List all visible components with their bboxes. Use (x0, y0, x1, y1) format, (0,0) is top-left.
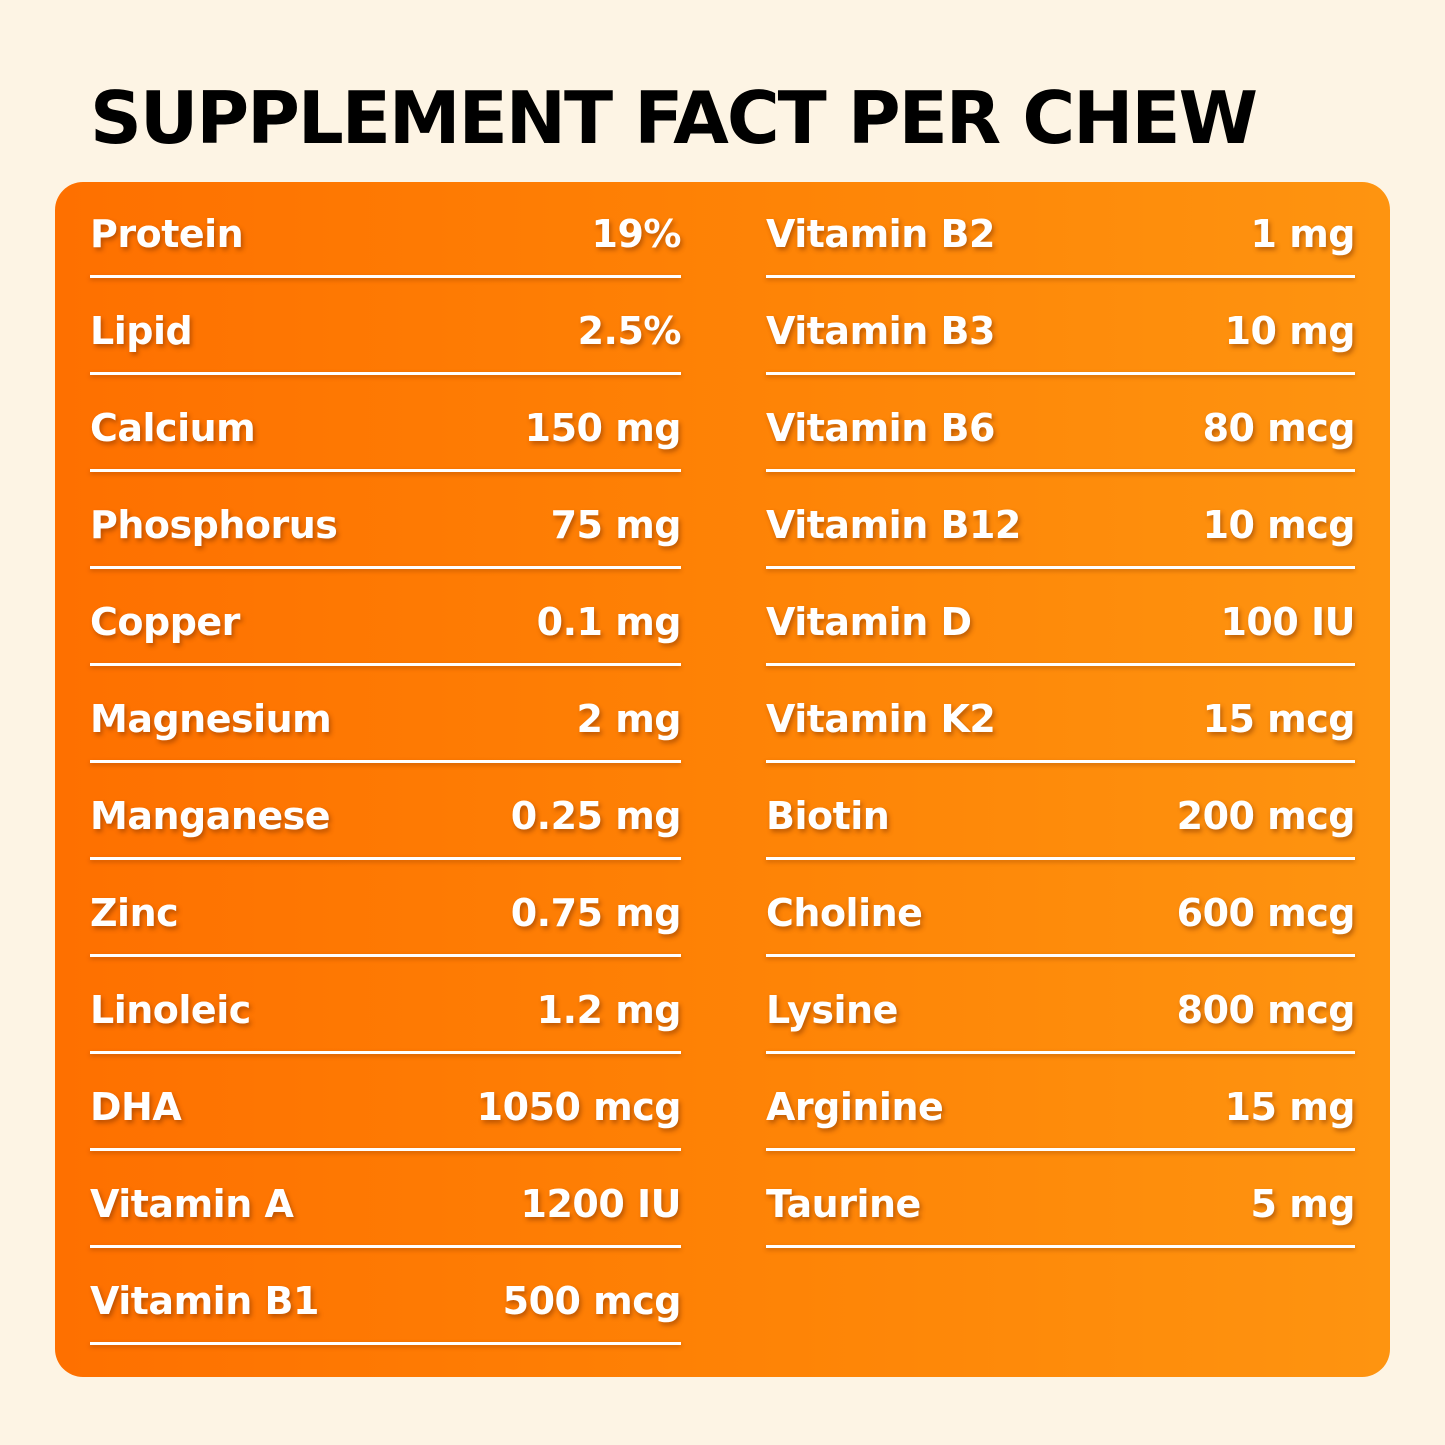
nutrient-amount: 100 IU (1220, 600, 1355, 644)
row-divider (766, 566, 1355, 569)
row-divider (766, 275, 1355, 278)
nutrient-amount: 1050 mcg (476, 1085, 682, 1129)
nutrient-amount: 0.75 mg (510, 891, 682, 935)
row-divider (90, 1051, 681, 1054)
page-title: SUPPLEMENT FACT PER CHEW (90, 76, 1258, 160)
nutrient-amount: 600 mcg (1176, 891, 1356, 935)
nutrient-name: Manganese (90, 794, 331, 838)
fact-row: Vitamin B1 500 mcg (90, 1277, 682, 1325)
fact-row: Vitamin B2 1 mg (766, 210, 1356, 258)
nutrient-name: Vitamin B3 (766, 309, 995, 353)
nutrient-name: Zinc (90, 891, 179, 935)
fact-row: Arginine 15 mg (766, 1083, 1356, 1131)
row-divider (766, 372, 1355, 375)
fact-row: Lysine 800 mcg (766, 986, 1356, 1034)
nutrient-amount: 200 mcg (1176, 794, 1356, 838)
row-divider (766, 760, 1355, 763)
nutrient-name: Biotin (766, 794, 890, 838)
nutrient-name: Copper (90, 600, 240, 644)
nutrient-name: DHA (90, 1085, 182, 1129)
row-divider (766, 1051, 1355, 1054)
row-divider (90, 663, 681, 666)
nutrient-amount: 15 mcg (1202, 697, 1356, 741)
nutrient-amount: 80 mcg (1202, 406, 1356, 450)
nutrient-name: Choline (766, 891, 923, 935)
row-divider (90, 760, 681, 763)
row-divider (766, 469, 1355, 472)
row-divider (766, 1245, 1355, 1248)
nutrient-name: Lipid (90, 309, 193, 353)
nutrient-amount: 10 mg (1224, 309, 1356, 353)
nutrient-amount: 2 mg (576, 697, 682, 741)
nutrient-name: Vitamin B12 (766, 503, 1021, 547)
supplement-facts-panel: Protein 19% Lipid 2.5% Calcium 150 mg Phosphor… (55, 182, 1390, 1377)
fact-row: Zinc 0.75 mg (90, 889, 682, 937)
nutrient-amount: 0.1 mg (536, 600, 682, 644)
row-divider (90, 469, 681, 472)
nutrient-amount: 10 mcg (1202, 503, 1356, 547)
fact-row: Linoleic 1.2 mg (90, 986, 682, 1034)
fact-row: Vitamin B12 10 mcg (766, 501, 1356, 549)
row-divider (766, 857, 1355, 860)
fact-row: Calcium 150 mg (90, 404, 682, 452)
nutrient-amount: 2.5% (577, 309, 682, 353)
fact-row: Manganese 0.25 mg (90, 792, 682, 840)
row-divider (90, 1245, 681, 1248)
nutrient-amount: 0.25 mg (510, 794, 682, 838)
nutrient-name: Arginine (766, 1085, 944, 1129)
nutrient-name: Phosphorus (90, 503, 338, 547)
row-divider (90, 275, 681, 278)
row-divider (90, 372, 681, 375)
fact-row: Phosphorus 75 mg (90, 501, 682, 549)
nutrient-amount: 19% (591, 212, 682, 256)
nutrient-name: Calcium (90, 406, 256, 450)
nutrient-amount: 15 mg (1224, 1085, 1356, 1129)
fact-row: DHA 1050 mcg (90, 1083, 682, 1131)
fact-row: Vitamin A 1200 IU (90, 1180, 681, 1228)
nutrient-name: Linoleic (90, 988, 251, 1032)
nutrient-name: Vitamin B1 (90, 1279, 319, 1323)
nutrient-amount: 800 mcg (1176, 988, 1356, 1032)
fact-row: Magnesium 2 mg (90, 695, 682, 743)
nutrient-amount: 1.2 mg (536, 988, 682, 1032)
nutrient-amount: 500 mcg (502, 1279, 682, 1323)
row-divider (90, 1342, 681, 1345)
nutrient-amount: 1 mg (1250, 212, 1356, 256)
fact-row: Vitamin K2 15 mcg (766, 695, 1356, 743)
fact-row: Vitamin D 100 IU (766, 598, 1355, 646)
nutrient-amount: 1200 IU (520, 1182, 682, 1226)
fact-row: Biotin 200 mcg (766, 792, 1356, 840)
nutrient-name: Vitamin K2 (766, 697, 996, 741)
nutrient-name: Vitamin D (766, 600, 972, 644)
nutrient-name: Vitamin A (90, 1182, 294, 1226)
fact-row: Protein 19% (90, 210, 682, 258)
fact-row: Taurine 5 mg (766, 1180, 1356, 1228)
nutrient-amount: 5 mg (1250, 1182, 1356, 1226)
row-divider (90, 954, 681, 957)
row-divider (766, 663, 1355, 666)
nutrient-amount: 75 mg (550, 503, 682, 547)
row-divider (766, 1148, 1355, 1151)
nutrient-name: Lysine (766, 988, 898, 1032)
fact-row: Vitamin B3 10 mg (766, 307, 1356, 355)
nutrient-name: Magnesium (90, 697, 332, 741)
nutrient-name: Taurine (766, 1182, 921, 1226)
nutrient-name: Vitamin B6 (766, 406, 995, 450)
nutrient-name: Protein (90, 212, 244, 256)
row-divider (766, 954, 1355, 957)
row-divider (90, 857, 681, 860)
nutrient-amount: 150 mg (524, 406, 682, 450)
fact-row: Vitamin B6 80 mcg (766, 404, 1356, 452)
nutrient-name: Vitamin B2 (766, 212, 995, 256)
fact-row: Copper 0.1 mg (90, 598, 682, 646)
row-divider (90, 1148, 681, 1151)
fact-row: Lipid 2.5% (90, 307, 682, 355)
row-divider (90, 566, 681, 569)
fact-row: Choline 600 mcg (766, 889, 1356, 937)
